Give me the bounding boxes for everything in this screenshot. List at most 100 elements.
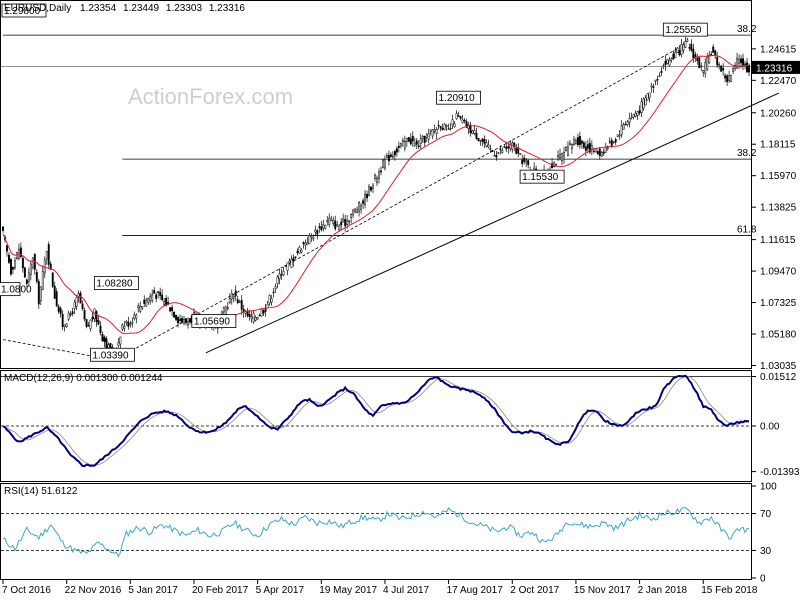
candle-body [230, 293, 233, 300]
candle-body [523, 157, 526, 162]
candle-body [316, 230, 319, 235]
candle-body [559, 154, 561, 159]
candle-body [718, 64, 721, 67]
candle-body [312, 237, 315, 240]
candle-body [248, 314, 251, 318]
candle-body [576, 137, 579, 145]
candle-body [696, 57, 699, 61]
candle-body [692, 48, 695, 59]
rsi-y-tick-label: 0 [760, 574, 766, 585]
candle-body [650, 85, 653, 88]
candle-body [284, 265, 287, 267]
trendline-upper-dashed [114, 47, 680, 361]
ohlc-low: 1.23303 [166, 3, 203, 14]
clipped-label-text: 1.0800 [1, 285, 32, 296]
candle-body [634, 112, 637, 117]
candle-body [159, 292, 162, 296]
macd-y-tick-label: 0.00 [760, 422, 780, 433]
swing-label-box [89, 347, 135, 362]
candle-body [407, 137, 410, 142]
candle-body [742, 58, 744, 66]
swing-label-text: 1.29800 [4, 6, 41, 17]
candle-body [280, 274, 283, 276]
candle-body [421, 135, 424, 140]
candle-body [477, 138, 480, 141]
rsi-y-tick-label: 100 [760, 482, 777, 493]
price-y-tick-label: 1.18115 [760, 140, 796, 151]
candle-body [744, 63, 746, 65]
clipped-label-box [0, 282, 21, 297]
candle-body [67, 312, 70, 320]
candle-body [73, 301, 76, 310]
x-tick-label: 2 Jan 2018 [638, 585, 688, 596]
candle-body [746, 62, 748, 73]
x-tick-label: 17 Aug 2017 [447, 585, 504, 596]
candle-body [465, 121, 468, 128]
candle-body [638, 110, 641, 114]
candle-body [55, 291, 58, 307]
candle-body [676, 47, 679, 53]
candle-body [276, 276, 279, 284]
candle-body [163, 300, 166, 305]
candle-body [732, 68, 735, 72]
candle-body [493, 155, 496, 157]
candle-body [310, 235, 313, 238]
swing-label-box [93, 276, 139, 290]
candle-body [590, 145, 593, 150]
candle-body [403, 141, 406, 149]
candle-body [391, 155, 394, 158]
candle-body [71, 311, 74, 314]
candle-body [127, 321, 130, 327]
candle-body [395, 148, 398, 153]
rsi-y-tick-label: 70 [760, 509, 772, 520]
candle-body [567, 146, 569, 156]
candle-body [21, 258, 24, 269]
candle-body [455, 113, 458, 120]
candle-body [726, 75, 729, 82]
candle-body [449, 127, 452, 130]
candle-body [336, 223, 339, 227]
candle-body [173, 311, 176, 318]
candle-body [13, 260, 16, 269]
candle-body [300, 249, 303, 253]
candle-body [413, 142, 416, 146]
candle-body [626, 121, 629, 125]
candle-body [135, 314, 138, 319]
candle-body [439, 126, 442, 129]
candle-body [326, 220, 329, 222]
candle-body [131, 321, 134, 324]
candle-body [2, 226, 4, 231]
candle-body [374, 175, 376, 179]
swing-label-box [662, 22, 708, 37]
candle-body [366, 194, 368, 199]
candle-body [708, 55, 711, 64]
candle-body [155, 294, 158, 299]
candle-body [748, 64, 750, 73]
candle-body [151, 294, 154, 301]
candle-body [23, 267, 26, 278]
candle-body [358, 201, 361, 212]
candle-body [441, 127, 444, 130]
candle-body [738, 58, 741, 64]
candle-body [503, 146, 506, 148]
candle-body [616, 134, 619, 137]
candle-body [582, 142, 585, 148]
swing-label: 1.25550 [662, 22, 708, 37]
candle-body [586, 144, 589, 149]
candle-body [147, 298, 150, 303]
candle-body [10, 259, 12, 275]
candle-body [397, 145, 400, 148]
candle-body [596, 151, 599, 154]
x-tick-label: 19 May 2017 [319, 585, 377, 596]
candle-body [411, 136, 414, 142]
macd-signal-line [2, 375, 750, 466]
candle-body [469, 124, 472, 134]
candle-body [228, 298, 231, 303]
candle-body [670, 58, 673, 61]
candle-body [457, 115, 460, 117]
candle-body [8, 254, 10, 263]
candle-body [274, 286, 277, 290]
candle-body [296, 251, 299, 253]
candle-body [473, 130, 476, 134]
trendline-left-dashed [2, 339, 115, 361]
